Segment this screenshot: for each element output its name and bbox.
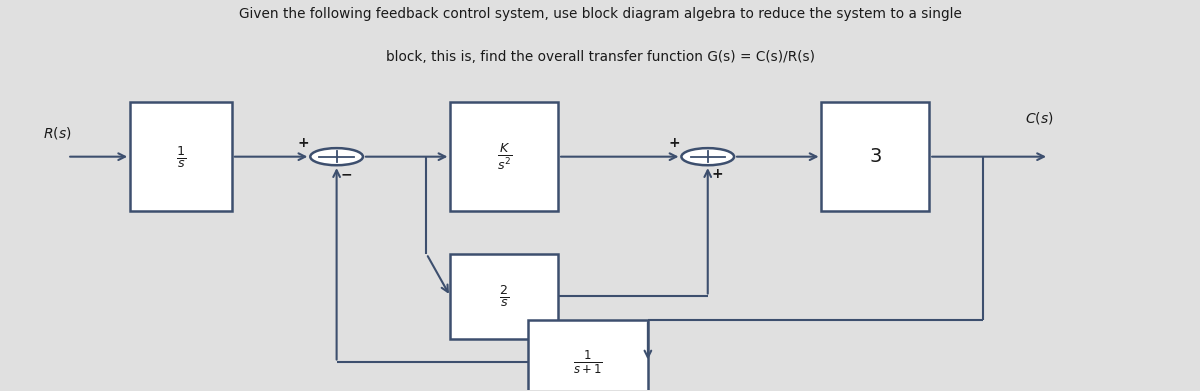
Text: $\frac{K}{s^2}$: $\frac{K}{s^2}$	[497, 142, 511, 172]
Text: $\frac{1}{s}$: $\frac{1}{s}$	[176, 144, 186, 170]
Circle shape	[311, 148, 362, 165]
Text: $3$: $3$	[869, 147, 882, 166]
Text: +: +	[712, 167, 724, 181]
Bar	[450, 254, 558, 339]
Text: Given the following feedback control system, use block diagram algebra to reduce: Given the following feedback control sys…	[239, 7, 961, 21]
Text: +: +	[298, 136, 308, 150]
Circle shape	[682, 148, 734, 165]
Text: −: −	[341, 167, 352, 181]
Bar	[130, 102, 232, 211]
Bar	[822, 102, 929, 211]
Text: $\frac{1}{s+1}$: $\frac{1}{s+1}$	[574, 349, 602, 376]
Text: $R(s)$: $R(s)$	[43, 125, 72, 141]
Bar	[450, 102, 558, 211]
Bar	[528, 320, 648, 391]
Text: $C(s)$: $C(s)$	[1025, 110, 1054, 126]
Text: block, this is, find the overall transfer function G(s) = C(s)/R(s): block, this is, find the overall transfe…	[385, 50, 815, 64]
Text: +: +	[668, 136, 680, 150]
Text: $\frac{2}{s}$: $\frac{2}{s}$	[499, 283, 509, 309]
